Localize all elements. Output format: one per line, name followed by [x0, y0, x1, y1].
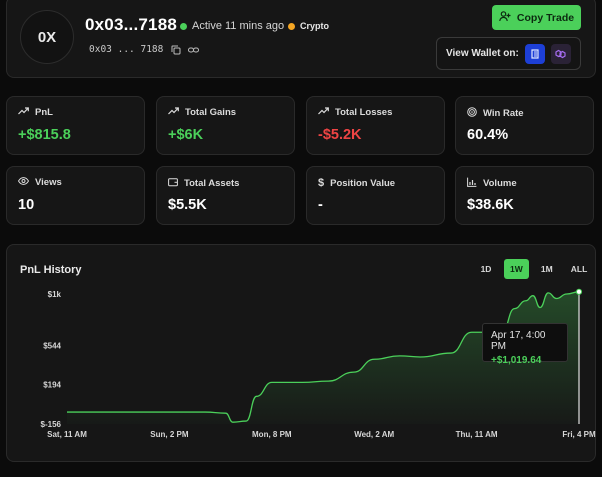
stat-value: +$6K	[168, 127, 204, 143]
avatar: 0X	[20, 10, 74, 64]
eye-icon	[17, 177, 30, 188]
crypto-dot-icon	[288, 22, 295, 30]
copy-trade-button[interactable]: Copy Trade	[492, 5, 581, 30]
range-selector: 1D 1W 1M ALL	[474, 259, 593, 279]
polygon-icon[interactable]	[550, 43, 571, 64]
chart-tooltip: Apr 17, 4:00 PM +$1,019.64	[482, 323, 568, 366]
trend-up-icon	[18, 107, 29, 118]
range-1w-button[interactable]: 1W	[504, 259, 529, 279]
status-dot-icon	[180, 22, 187, 30]
copy-trade-label: Copy Trade	[516, 11, 575, 24]
stat-card-views: Views 10	[6, 166, 145, 225]
dollar-icon: $	[318, 177, 325, 189]
stat-label: PnL	[35, 107, 53, 118]
category-label: Crypto	[300, 21, 329, 31]
y-tick-label: $1k	[48, 290, 62, 299]
wallet-icon	[168, 177, 178, 190]
x-tick-label: Sun, 2 PM	[150, 430, 189, 439]
bar-chart-icon	[467, 177, 477, 190]
trend-up-icon	[168, 107, 179, 118]
tooltip-value: +$1,019.64	[491, 355, 542, 366]
x-tick-label: Wed, 2 AM	[354, 430, 394, 439]
chain-explorer-icon[interactable]	[524, 43, 545, 64]
pnl-area	[67, 291, 579, 424]
range-all-button[interactable]: ALL	[570, 264, 588, 274]
stat-value: -	[318, 197, 323, 213]
x-tick-label: Sat, 11 AM	[47, 430, 87, 439]
range-1m-button[interactable]: 1M	[540, 264, 553, 274]
link-icon[interactable]	[188, 44, 200, 55]
hover-point	[575, 288, 583, 295]
stat-card-volume: Volume $38.6K	[455, 166, 594, 225]
stat-label: Total Gains	[185, 107, 237, 118]
view-wallet-label: View Wallet on:	[446, 48, 519, 59]
stat-card-total-gains: Total Gains +$6K	[156, 96, 295, 155]
stat-label: Win Rate	[483, 108, 524, 119]
stat-label: Volume	[483, 178, 517, 189]
view-wallet-box: View Wallet on:	[436, 37, 581, 70]
wallet-address: 0x03 ... 7188	[89, 44, 164, 55]
stat-card-pnl: PnL +$815.8	[6, 96, 145, 155]
range-1d-button[interactable]: 1D	[480, 264, 492, 274]
y-tick-label: $544	[43, 341, 61, 350]
pnl-history-card: PnL History 1D 1W 1M ALL $1k $544 $194 $-15…	[6, 244, 596, 462]
stat-label: Total Losses	[335, 107, 393, 118]
chart-title: PnL History	[20, 264, 82, 276]
x-tick-label: Fri, 4 PM	[562, 430, 596, 439]
pnl-line	[67, 291, 580, 423]
x-tick-label: Mon, 8 PM	[252, 430, 292, 439]
y-tick-label: $-156	[41, 420, 62, 429]
stat-value: -$5.2K	[318, 127, 362, 143]
activity-status: Active 11 mins ago	[180, 20, 284, 32]
status-text: Active 11 mins ago	[192, 20, 285, 32]
stat-card-total-assets: Total Assets $5.5K	[156, 166, 295, 225]
stat-value: 60.4%	[467, 127, 509, 143]
copy-icon[interactable]	[170, 44, 181, 55]
y-tick-label: $194	[43, 381, 61, 390]
wallet-header: 0X 0x03...7188 Active 11 mins ago Crypto…	[6, 0, 596, 78]
trend-up-icon	[318, 107, 329, 118]
tooltip-date: Apr 17, 4:00 PM	[491, 330, 546, 352]
stat-value: 10	[18, 197, 35, 213]
x-tick-label: Thu, 11 AM	[456, 430, 498, 439]
stat-value: $5.5K	[168, 197, 207, 213]
category-tag: Crypto	[288, 21, 329, 31]
stat-card-win-rate: Win Rate 60.4%	[455, 96, 594, 155]
address-row: 0x03 ... 7188	[89, 44, 200, 55]
stat-value: +$815.8	[18, 127, 71, 143]
stat-card-total-losses: Total Losses -$5.2K	[306, 96, 445, 155]
stat-label: Views	[35, 177, 62, 188]
stat-value: $38.6K	[467, 197, 514, 213]
wallet-title: 0x03...7188	[85, 15, 178, 34]
stat-label: Total Assets	[184, 178, 240, 189]
stat-label: Position Value	[330, 177, 396, 189]
target-icon	[467, 107, 477, 120]
add-user-icon	[499, 10, 511, 25]
stat-card-position-value: $ Position Value -	[306, 166, 445, 225]
